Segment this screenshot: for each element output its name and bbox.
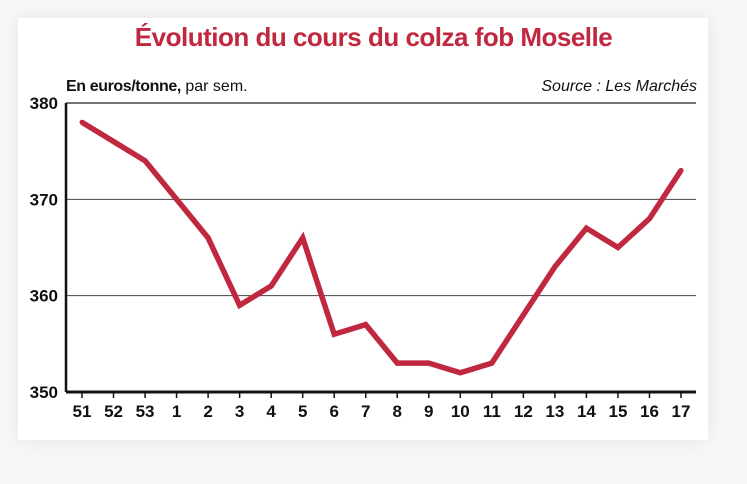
data-point-14 [583,225,589,231]
series-line [80,119,684,376]
x-tick-label-17: 17 [672,402,691,421]
data-point-2 [205,235,211,241]
x-tick-label-9: 9 [424,402,433,421]
data-point-6 [331,331,337,337]
x-tick-label-11: 11 [483,402,501,421]
data-point-15 [615,245,621,250]
x-tick-label-13: 13 [545,402,564,421]
unit-label-rest: par sem. [180,78,248,95]
x-tick-label-53: 53 [136,402,155,421]
data-point-16 [646,216,652,222]
data-point-11 [489,360,495,366]
y-tick-label-380: 380 [30,94,58,113]
y-tick-label-360: 360 [30,287,58,306]
unit-label-bold: En euros/tonne, [66,78,181,95]
data-point-8 [394,360,400,366]
x-tick-label-1: 1 [172,402,181,421]
data-point-53 [142,158,148,164]
x-tick-label-2: 2 [203,402,212,421]
y-tick-label-350: 350 [30,383,58,402]
x-tick-label-15: 15 [608,402,627,421]
data-point-12 [520,312,526,318]
x-tick-label-14: 14 [577,402,596,421]
x-tick-label-10: 10 [451,402,470,421]
x-tick-label-12: 12 [514,402,533,421]
data-point-51 [79,119,85,125]
y-tick-label-370: 370 [30,190,58,209]
x-tick-label-3: 3 [235,402,244,421]
data-point-10 [457,370,463,376]
data-point-4 [268,283,274,289]
x-tick-label-4: 4 [266,402,276,421]
unit-label: En euros/tonne, par sem. [66,78,248,96]
x-tick-label-6: 6 [329,402,338,421]
data-point-17 [678,167,684,173]
x-tick-label-16: 16 [640,402,659,421]
x-tick-label-7: 7 [361,402,370,421]
x-tick-label-51: 51 [73,402,92,421]
x-tick-label-52: 52 [104,402,123,421]
data-point-7 [363,322,369,328]
chart-title: Évolution du cours du colza fob Moselle [134,22,613,52]
data-point-3 [237,302,243,308]
x-tick-label-5: 5 [298,402,307,421]
data-point-52 [111,139,117,145]
data-point-13 [552,264,558,270]
x-tick-label-8: 8 [393,402,402,421]
chart-card [18,18,708,440]
data-point-5 [300,235,306,241]
data-point-9 [426,360,432,366]
data-point-1 [174,196,180,202]
source-label: Source : Les Marchés [541,78,697,95]
